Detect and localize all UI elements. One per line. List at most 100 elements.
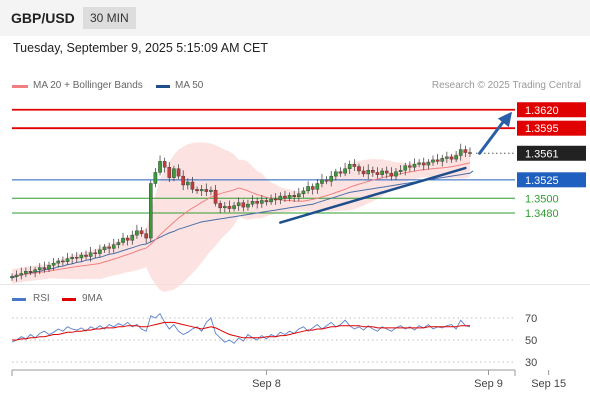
- candle-body: [343, 168, 347, 174]
- candle-body: [181, 175, 185, 186]
- x-tick-label: Sep 15: [531, 378, 566, 390]
- candle-body: [167, 167, 172, 178]
- candle-body: [153, 172, 158, 184]
- candle-body: [357, 166, 361, 172]
- candle-body: [250, 200, 255, 205]
- rsi-tick-label-50: 50: [525, 335, 537, 347]
- ma50-line: [11, 172, 471, 279]
- candle-body: [449, 156, 454, 160]
- ma50-legend-swatch: [156, 85, 170, 88]
- candle-body: [223, 206, 227, 209]
- candle-body: [320, 179, 324, 184]
- rsi-legend-swatch: [12, 298, 26, 301]
- candle-body: [98, 249, 102, 254]
- candles-group: [10, 143, 472, 282]
- candle-body: [199, 189, 204, 192]
- candle-body: [384, 170, 389, 174]
- candle-body: [125, 237, 130, 241]
- rsi-ma-legend-swatch: [62, 298, 76, 301]
- candle-body: [329, 175, 334, 182]
- candle-body: [292, 195, 297, 197]
- candle-body: [37, 267, 42, 270]
- candle-body: [218, 203, 222, 209]
- rsi-ma-legend-label: 9MA: [82, 293, 103, 304]
- candle-body: [352, 164, 357, 167]
- candle-body: [417, 162, 421, 165]
- candle-body: [65, 258, 70, 262]
- candle-body: [246, 203, 250, 208]
- candle-body: [283, 195, 287, 199]
- candle-body: [287, 195, 292, 199]
- rsi-panel-divider: [0, 284, 590, 285]
- candle-body: [74, 257, 79, 259]
- candle-body: [347, 164, 352, 169]
- candle-body: [51, 262, 56, 266]
- candle-body: [42, 267, 47, 270]
- rsi-ma-line: [12, 321, 470, 341]
- candle-body: [315, 183, 320, 190]
- candle-body: [148, 183, 153, 239]
- level-badge-1.3525: [517, 172, 586, 188]
- candle-body: [421, 162, 426, 166]
- projection-arrow-shaft: [478, 115, 509, 155]
- candle-body: [301, 190, 306, 195]
- candle-body: [130, 234, 135, 241]
- candle-body: [361, 170, 366, 175]
- candle-body: [33, 269, 37, 273]
- candle-body: [389, 172, 394, 177]
- candle-body: [47, 265, 51, 270]
- ma20-legend-swatch: [12, 85, 28, 88]
- candle-body: [204, 189, 209, 192]
- candle-body: [334, 171, 338, 177]
- timeframe-button[interactable]: 30 MIN: [83, 7, 136, 29]
- chart-datetime: Tuesday, September 9, 2025 5:15:09 AM CE…: [13, 41, 269, 55]
- candle-body: [297, 193, 301, 197]
- candle-body: [158, 161, 162, 173]
- candle-body: [440, 158, 445, 162]
- candle-body: [366, 170, 371, 175]
- candle-body: [398, 170, 403, 172]
- candle-body: [454, 155, 458, 160]
- ma20-line: [11, 162, 471, 277]
- level-label-1.3620: 1.3620: [525, 105, 559, 117]
- candle-body: [371, 170, 375, 173]
- candle-body: [394, 171, 398, 177]
- candle-body: [93, 252, 98, 255]
- candle-body: [463, 149, 468, 153]
- candle-body: [426, 161, 431, 166]
- level-label-1.3595: 1.3595: [525, 123, 559, 135]
- level-badge-1.3595: [517, 120, 586, 136]
- candle-body: [269, 198, 273, 203]
- candle-body: [236, 202, 241, 206]
- candle-body: [135, 230, 139, 236]
- candle-body: [227, 206, 232, 209]
- candle-body: [278, 195, 283, 200]
- candle-body: [176, 168, 181, 177]
- candle-body: [209, 189, 213, 192]
- candle-body: [190, 181, 195, 190]
- candle-body: [162, 161, 167, 168]
- candle-body: [431, 159, 435, 163]
- candle-body: [24, 271, 28, 274]
- candle-body: [338, 171, 343, 174]
- candle-body: [213, 189, 218, 204]
- candle-body: [264, 200, 269, 203]
- candle-body: [380, 170, 384, 175]
- level-badge-1.3561: [517, 145, 586, 161]
- candle-body: [70, 257, 74, 259]
- candle-body: [88, 252, 93, 257]
- bollinger-band-area: [12, 142, 470, 292]
- candle-body: [111, 244, 116, 249]
- candle-body: [310, 186, 315, 190]
- rsi-tick-label-30: 30: [525, 357, 537, 369]
- rsi-tick-label-70: 70: [525, 313, 537, 325]
- candle-body: [458, 149, 463, 156]
- projection-arrow-head: [497, 111, 512, 128]
- candle-body: [79, 254, 84, 259]
- ma50-extension: [469, 170, 474, 174]
- candle-body: [19, 273, 24, 276]
- candle-body: [306, 186, 310, 192]
- candle-body: [255, 200, 259, 204]
- candle-body: [185, 181, 190, 186]
